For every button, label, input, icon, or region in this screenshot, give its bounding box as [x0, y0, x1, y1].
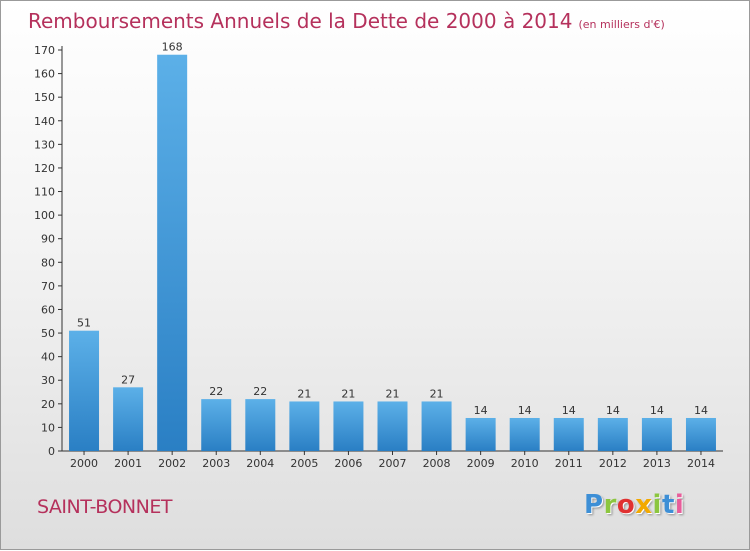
y-tick-label: 160 — [34, 68, 55, 81]
bar — [157, 54, 188, 451]
bar-value-label: 21 — [297, 387, 311, 400]
bar-value-label: 14 — [474, 404, 488, 417]
y-tick-label: 60 — [41, 303, 55, 316]
logo-letter: i — [674, 490, 685, 520]
bar-value-label: 14 — [694, 404, 708, 417]
y-tick-label: 100 — [34, 209, 55, 222]
x-tick-label: 2008 — [423, 457, 451, 470]
bar-value-label: 14 — [606, 404, 620, 417]
bar-value-label: 21 — [386, 387, 400, 400]
bar-value-label: 22 — [209, 385, 223, 398]
y-tick-label: 40 — [41, 351, 55, 364]
y-tick-label: 0 — [48, 445, 55, 458]
y-tick-label: 30 — [41, 374, 55, 387]
bar — [421, 401, 452, 451]
bar — [69, 330, 100, 451]
bar — [597, 417, 628, 451]
bar-value-label: 22 — [253, 385, 267, 398]
x-tick-label: 2013 — [643, 457, 671, 470]
commune-name: SAINT-BONNET — [37, 496, 172, 518]
chart-title-main: Remboursements Annuels de la Dette de 20… — [28, 9, 573, 33]
bar-value-label: 14 — [518, 404, 532, 417]
bar — [333, 401, 364, 451]
y-tick-label: 150 — [34, 91, 55, 104]
bar — [641, 417, 672, 451]
x-tick-label: 2014 — [687, 457, 715, 470]
bar-value-label: 51 — [77, 317, 91, 330]
x-tick-label: 2003 — [202, 457, 230, 470]
bar-value-label: 21 — [430, 387, 444, 400]
bar — [245, 399, 276, 451]
x-tick-label: 2012 — [599, 457, 627, 470]
bar-value-label: 168 — [162, 41, 183, 54]
x-tick-label: 2000 — [70, 457, 98, 470]
bar — [113, 387, 144, 451]
bar — [377, 401, 408, 451]
bar-value-label: 27 — [121, 373, 135, 386]
bar — [509, 417, 540, 451]
x-tick-label: 2002 — [158, 457, 186, 470]
y-tick-label: 110 — [34, 186, 55, 199]
x-tick-label: 2001 — [114, 457, 142, 470]
bar-value-label: 21 — [341, 387, 355, 400]
y-tick-label: 140 — [34, 115, 55, 128]
bar — [289, 401, 320, 451]
x-tick-label: 2005 — [290, 457, 318, 470]
y-tick-label: 170 — [34, 44, 55, 57]
logo-letter: x — [635, 490, 653, 520]
logo-letter: i — [652, 490, 662, 520]
y-tick-label: 70 — [41, 280, 55, 293]
proxiti-logo: Proxiti — [584, 490, 684, 520]
bar — [201, 399, 232, 451]
x-tick-label: 2006 — [334, 457, 362, 470]
chart-title: Remboursements Annuels de la Dette de 20… — [28, 9, 665, 33]
x-tick-label: 2004 — [246, 457, 274, 470]
logo-letter: r — [603, 490, 617, 520]
bar — [465, 417, 496, 451]
x-tick-label: 2009 — [467, 457, 495, 470]
x-tick-label: 2010 — [511, 457, 539, 470]
chart-title-unit: (en milliers d'€) — [578, 18, 665, 31]
bar-value-label: 14 — [650, 404, 664, 417]
logo-letter: P — [584, 490, 604, 520]
logo-letter: o — [616, 490, 636, 520]
x-tick-label: 2007 — [379, 457, 407, 470]
bar — [685, 417, 716, 451]
y-tick-label: 90 — [41, 233, 55, 246]
y-tick-label: 130 — [34, 138, 55, 151]
x-tick-label: 2011 — [555, 457, 583, 470]
bar-value-label: 14 — [562, 404, 576, 417]
y-tick-label: 50 — [41, 327, 55, 340]
logo-letter: t — [661, 490, 675, 520]
y-tick-label: 80 — [41, 256, 55, 269]
bar — [553, 417, 584, 451]
y-tick-label: 120 — [34, 162, 55, 175]
y-tick-label: 20 — [41, 398, 55, 411]
y-tick-label: 10 — [41, 421, 55, 434]
